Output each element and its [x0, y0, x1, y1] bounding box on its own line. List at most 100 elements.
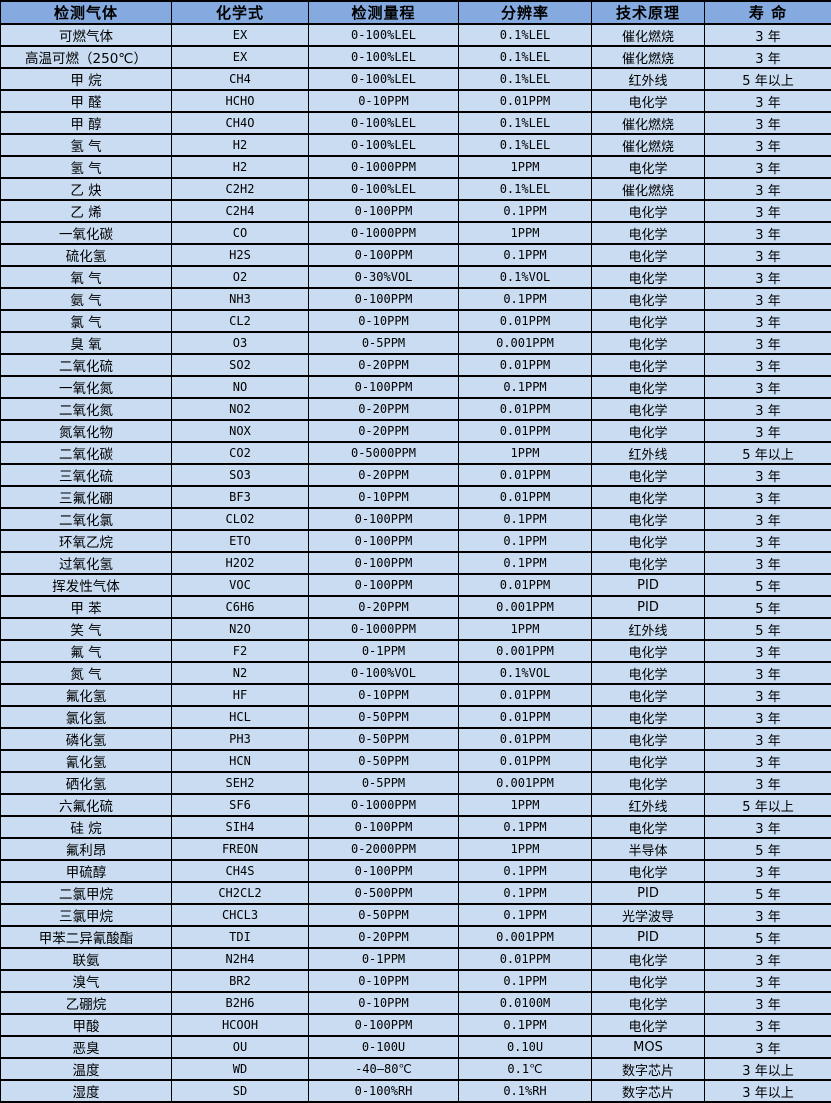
formula-cell: CH4S: [172, 860, 309, 882]
formula-cell: SF6: [172, 794, 309, 816]
principle-cell: 电化学: [592, 200, 705, 222]
gas-cell: 湿度: [1, 1080, 172, 1102]
principle-cell: 半导体: [592, 838, 705, 860]
principle-cell: 催化燃烧: [592, 46, 705, 68]
resolution-cell: 0.01PPM: [459, 420, 592, 442]
lifespan-cell: 5 年: [705, 882, 831, 904]
range-cell: 0-20PPM: [309, 464, 459, 486]
resolution-cell: 0.1%RH: [459, 1080, 592, 1102]
formula-cell: FREON: [172, 838, 309, 860]
range-cell: 0-10PPM: [309, 310, 459, 332]
formula-cell: CO2: [172, 442, 309, 464]
principle-cell: 电化学: [592, 244, 705, 266]
range-cell: 0-5PPM: [309, 772, 459, 794]
lifespan-cell: 5 年以上: [705, 794, 831, 816]
range-cell: 0-100PPM: [309, 376, 459, 398]
lifespan-cell: 5 年: [705, 926, 831, 948]
gas-cell: 氯化氢: [1, 706, 172, 728]
range-cell: 0-100%RH: [309, 1080, 459, 1102]
range-cell: 0-100U: [309, 1036, 459, 1058]
resolution-cell: 0.1PPM: [459, 244, 592, 266]
gas-cell: 臭 氧: [1, 332, 172, 354]
formula-cell: CLO2: [172, 508, 309, 530]
lifespan-cell: 3 年: [705, 420, 831, 442]
formula-cell: HCOOH: [172, 1014, 309, 1036]
formula-cell: TDI: [172, 926, 309, 948]
lifespan-cell: 3 年: [705, 310, 831, 332]
resolution-cell: 0.1PPM: [459, 376, 592, 398]
range-cell: 0-100%LEL: [309, 68, 459, 90]
lifespan-cell: 3 年: [705, 772, 831, 794]
formula-cell: SEH2: [172, 772, 309, 794]
resolution-cell: 0.01PPM: [459, 706, 592, 728]
resolution-cell: 0.001PPM: [459, 640, 592, 662]
lifespan-cell: 3 年: [705, 332, 831, 354]
formula-cell: WD: [172, 1058, 309, 1080]
principle-cell: 电化学: [592, 860, 705, 882]
gas-cell: 氟利昂: [1, 838, 172, 860]
resolution-cell: 1PPM: [459, 156, 592, 178]
resolution-cell: 0.1%LEL: [459, 112, 592, 134]
principle-cell: 电化学: [592, 684, 705, 706]
principle-cell: 电化学: [592, 992, 705, 1014]
range-cell: 0-20PPM: [309, 596, 459, 618]
lifespan-cell: 3 年: [705, 46, 831, 68]
resolution-cell: 0.1PPM: [459, 904, 592, 926]
formula-cell: BR2: [172, 970, 309, 992]
formula-cell: OU: [172, 1036, 309, 1058]
range-cell: 0-100PPM: [309, 288, 459, 310]
lifespan-cell: 3 年: [705, 244, 831, 266]
principle-cell: 电化学: [592, 288, 705, 310]
gas-cell: 二氧化氯: [1, 508, 172, 530]
resolution-cell: 0.1%LEL: [459, 178, 592, 200]
lifespan-cell: 3 年: [705, 684, 831, 706]
gas-cell: 温度: [1, 1058, 172, 1080]
gas-cell: 甲酸: [1, 1014, 172, 1036]
formula-cell: SO2: [172, 354, 309, 376]
gas-cell: 二氧化碳: [1, 442, 172, 464]
range-cell: 0-50PPM: [309, 728, 459, 750]
lifespan-cell: 3 年: [705, 706, 831, 728]
gas-cell: 恶臭: [1, 1036, 172, 1058]
lifespan-cell: 5 年: [705, 618, 831, 640]
principle-cell: 电化学: [592, 816, 705, 838]
principle-cell: 电化学: [592, 662, 705, 684]
gas-cell: 三氟化硼: [1, 486, 172, 508]
principle-cell: 数字芯片: [592, 1058, 705, 1080]
lifespan-cell: 3 年: [705, 552, 831, 574]
lifespan-cell: 3 年: [705, 24, 831, 46]
gas-cell: 甲 醛: [1, 90, 172, 112]
header-row: 检测气体化学式检测量程分辨率技术原理寿 命: [1, 1, 831, 24]
formula-cell: N2O: [172, 618, 309, 640]
column-header-formula: 化学式: [172, 1, 309, 24]
formula-cell: SIH4: [172, 816, 309, 838]
formula-cell: PH3: [172, 728, 309, 750]
range-cell: 0-10PPM: [309, 992, 459, 1014]
gas-cell: 三氯甲烷: [1, 904, 172, 926]
principle-cell: 电化学: [592, 420, 705, 442]
range-cell: 0-1000PPM: [309, 794, 459, 816]
gas-cell: 氢 气: [1, 134, 172, 156]
gas-cell: 二氧化氮: [1, 398, 172, 420]
lifespan-cell: 3 年以上: [705, 1080, 831, 1102]
principle-cell: 电化学: [592, 552, 705, 574]
resolution-cell: 0.1%LEL: [459, 24, 592, 46]
range-cell: 0-5PPM: [309, 332, 459, 354]
